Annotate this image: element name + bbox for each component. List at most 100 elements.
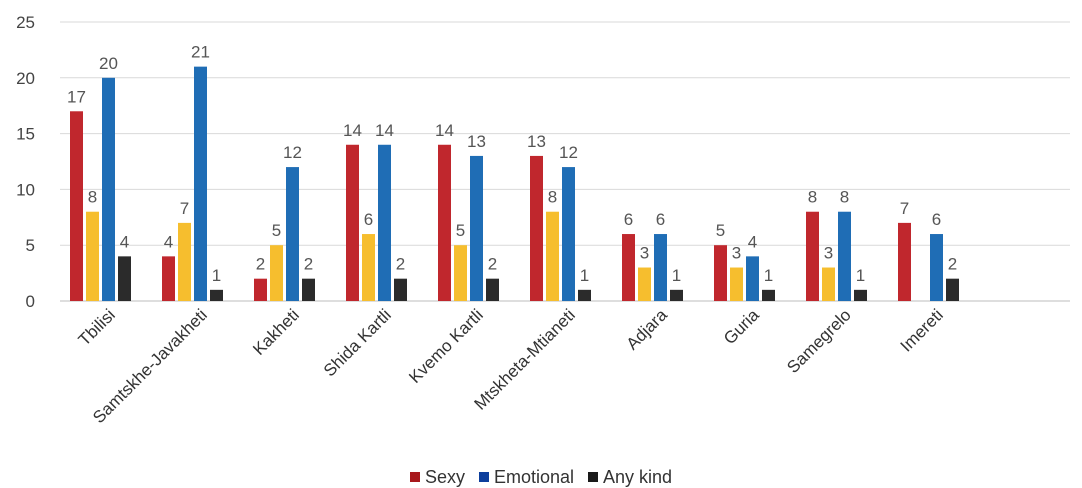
data-label: 4 <box>748 232 757 251</box>
data-label: 7 <box>180 199 189 218</box>
bar <box>254 278 267 301</box>
category-label: Kvemo Kartli <box>405 305 487 387</box>
bar <box>622 234 635 301</box>
bar <box>378 144 391 301</box>
data-label: 2 <box>256 255 265 274</box>
y-tick-label: 10 <box>16 180 35 199</box>
category-label: Imereti <box>897 305 947 355</box>
data-label: 6 <box>624 210 633 229</box>
data-label: 2 <box>396 255 405 274</box>
data-label: 2 <box>948 255 957 274</box>
data-label: 4 <box>120 232 129 251</box>
legend-swatch-any-kind <box>588 472 599 482</box>
data-label: 3 <box>824 244 833 263</box>
data-label: 7 <box>900 199 909 218</box>
bar <box>162 256 175 301</box>
category-label: Tbilisi <box>75 305 119 349</box>
legend-swatch-emotional <box>478 472 489 482</box>
data-label: 2 <box>304 255 313 274</box>
legend-item-sexy: Sexy <box>409 466 465 488</box>
data-label: 1 <box>212 266 221 285</box>
data-label: 14 <box>375 121 394 140</box>
legend-item-any-kind: Any kind <box>588 467 672 488</box>
bar <box>486 278 499 301</box>
bar <box>714 245 727 301</box>
data-label: 17 <box>67 87 86 106</box>
data-label: 12 <box>283 143 302 162</box>
legend-swatch-sexy <box>409 472 420 482</box>
data-label: 8 <box>840 188 849 207</box>
data-label: 20 <box>99 54 118 73</box>
data-label: 8 <box>88 188 97 207</box>
category-label: Adjara <box>623 305 672 354</box>
bar <box>806 211 819 301</box>
data-label: 5 <box>456 221 465 240</box>
data-label: 13 <box>467 132 486 151</box>
bar <box>638 267 651 301</box>
data-label: 6 <box>364 210 373 229</box>
legend-label-sexy: Sexy <box>424 466 465 487</box>
data-label: 21 <box>191 43 210 62</box>
bar <box>346 144 359 301</box>
bar <box>394 278 407 301</box>
bar <box>898 222 911 301</box>
bar <box>270 245 283 301</box>
data-label: 5 <box>272 221 281 240</box>
bar <box>118 256 131 301</box>
bar <box>470 155 483 301</box>
bar <box>546 211 559 301</box>
bar <box>286 167 299 301</box>
bar <box>178 222 191 301</box>
bar <box>362 234 375 301</box>
data-label: 14 <box>343 121 362 140</box>
y-tick-label: 20 <box>16 69 35 88</box>
bar <box>530 155 543 301</box>
bar <box>302 278 315 301</box>
bar <box>454 245 467 301</box>
bar <box>654 234 667 301</box>
bar <box>578 289 591 301</box>
bar <box>210 289 223 301</box>
category-label: Mtskheta-Mtianeti <box>471 305 579 413</box>
bar <box>102 77 115 301</box>
data-label: 1 <box>672 266 681 285</box>
bar <box>70 111 83 301</box>
category-label: Guria <box>720 305 763 348</box>
data-label: 2 <box>488 255 497 274</box>
data-label: 3 <box>640 244 649 263</box>
data-label: 1 <box>764 266 773 285</box>
bar <box>670 289 683 301</box>
bar <box>946 278 959 301</box>
y-tick-label: 25 <box>16 13 35 32</box>
bar <box>762 289 775 301</box>
bar <box>438 144 451 301</box>
bar <box>854 289 867 301</box>
bar <box>86 211 99 301</box>
category-label: Kakheti <box>249 305 303 359</box>
data-label: 3 <box>732 244 741 263</box>
category-label: Samegrelo <box>783 305 855 377</box>
legend-label-emotional: Emotional <box>493 466 575 487</box>
data-label: 5 <box>716 221 725 240</box>
data-label: 6 <box>932 210 941 229</box>
bar <box>822 267 835 301</box>
bar <box>562 167 575 301</box>
y-tick-label: 5 <box>26 236 35 255</box>
legend-item-emotional: Emotional <box>478 466 575 488</box>
bar <box>194 66 207 301</box>
bar <box>838 211 851 301</box>
data-label: 6 <box>656 210 665 229</box>
category-label: Shida Kartli <box>320 305 395 380</box>
data-label: 1 <box>580 266 589 285</box>
data-label: 12 <box>559 143 578 162</box>
data-label: 4 <box>164 232 173 251</box>
data-label: 14 <box>435 121 454 140</box>
data-label: 1 <box>856 266 865 285</box>
data-label: 8 <box>808 188 817 207</box>
chart-legend: Sexy Emotional Any kind <box>0 466 1082 488</box>
bar <box>746 256 759 301</box>
y-tick-label: 15 <box>16 125 35 144</box>
legend-label-any-kind: Any kind <box>603 466 673 487</box>
data-label: 8 <box>548 188 557 207</box>
